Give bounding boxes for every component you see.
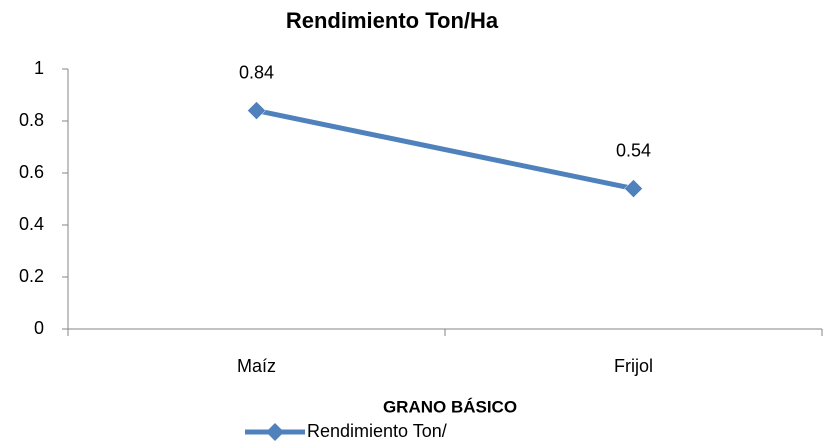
marker <box>247 101 266 120</box>
y-tick-label: 0.2 <box>19 266 44 286</box>
y-tick-label: 0 <box>34 318 44 338</box>
line <box>255 108 635 192</box>
data-label: 0.54 <box>616 140 651 160</box>
y-tick-label: 0.6 <box>19 162 44 182</box>
x-tick-label: Maíz <box>237 356 276 376</box>
legend-marker <box>266 423 284 441</box>
marker <box>624 179 643 198</box>
x-tick-label: Frijol <box>614 356 653 376</box>
y-tick-label: 0.8 <box>19 110 44 130</box>
y-tick-label: 0.4 <box>19 214 44 234</box>
chart-title: Rendimiento Ton/Ha <box>286 8 499 33</box>
legend-label: Rendimiento Ton/ <box>307 421 447 441</box>
x-axis-label: GRANO BÁSICO <box>383 397 517 416</box>
y-tick-label: 1 <box>34 58 44 78</box>
data-label: 0.84 <box>239 62 274 82</box>
